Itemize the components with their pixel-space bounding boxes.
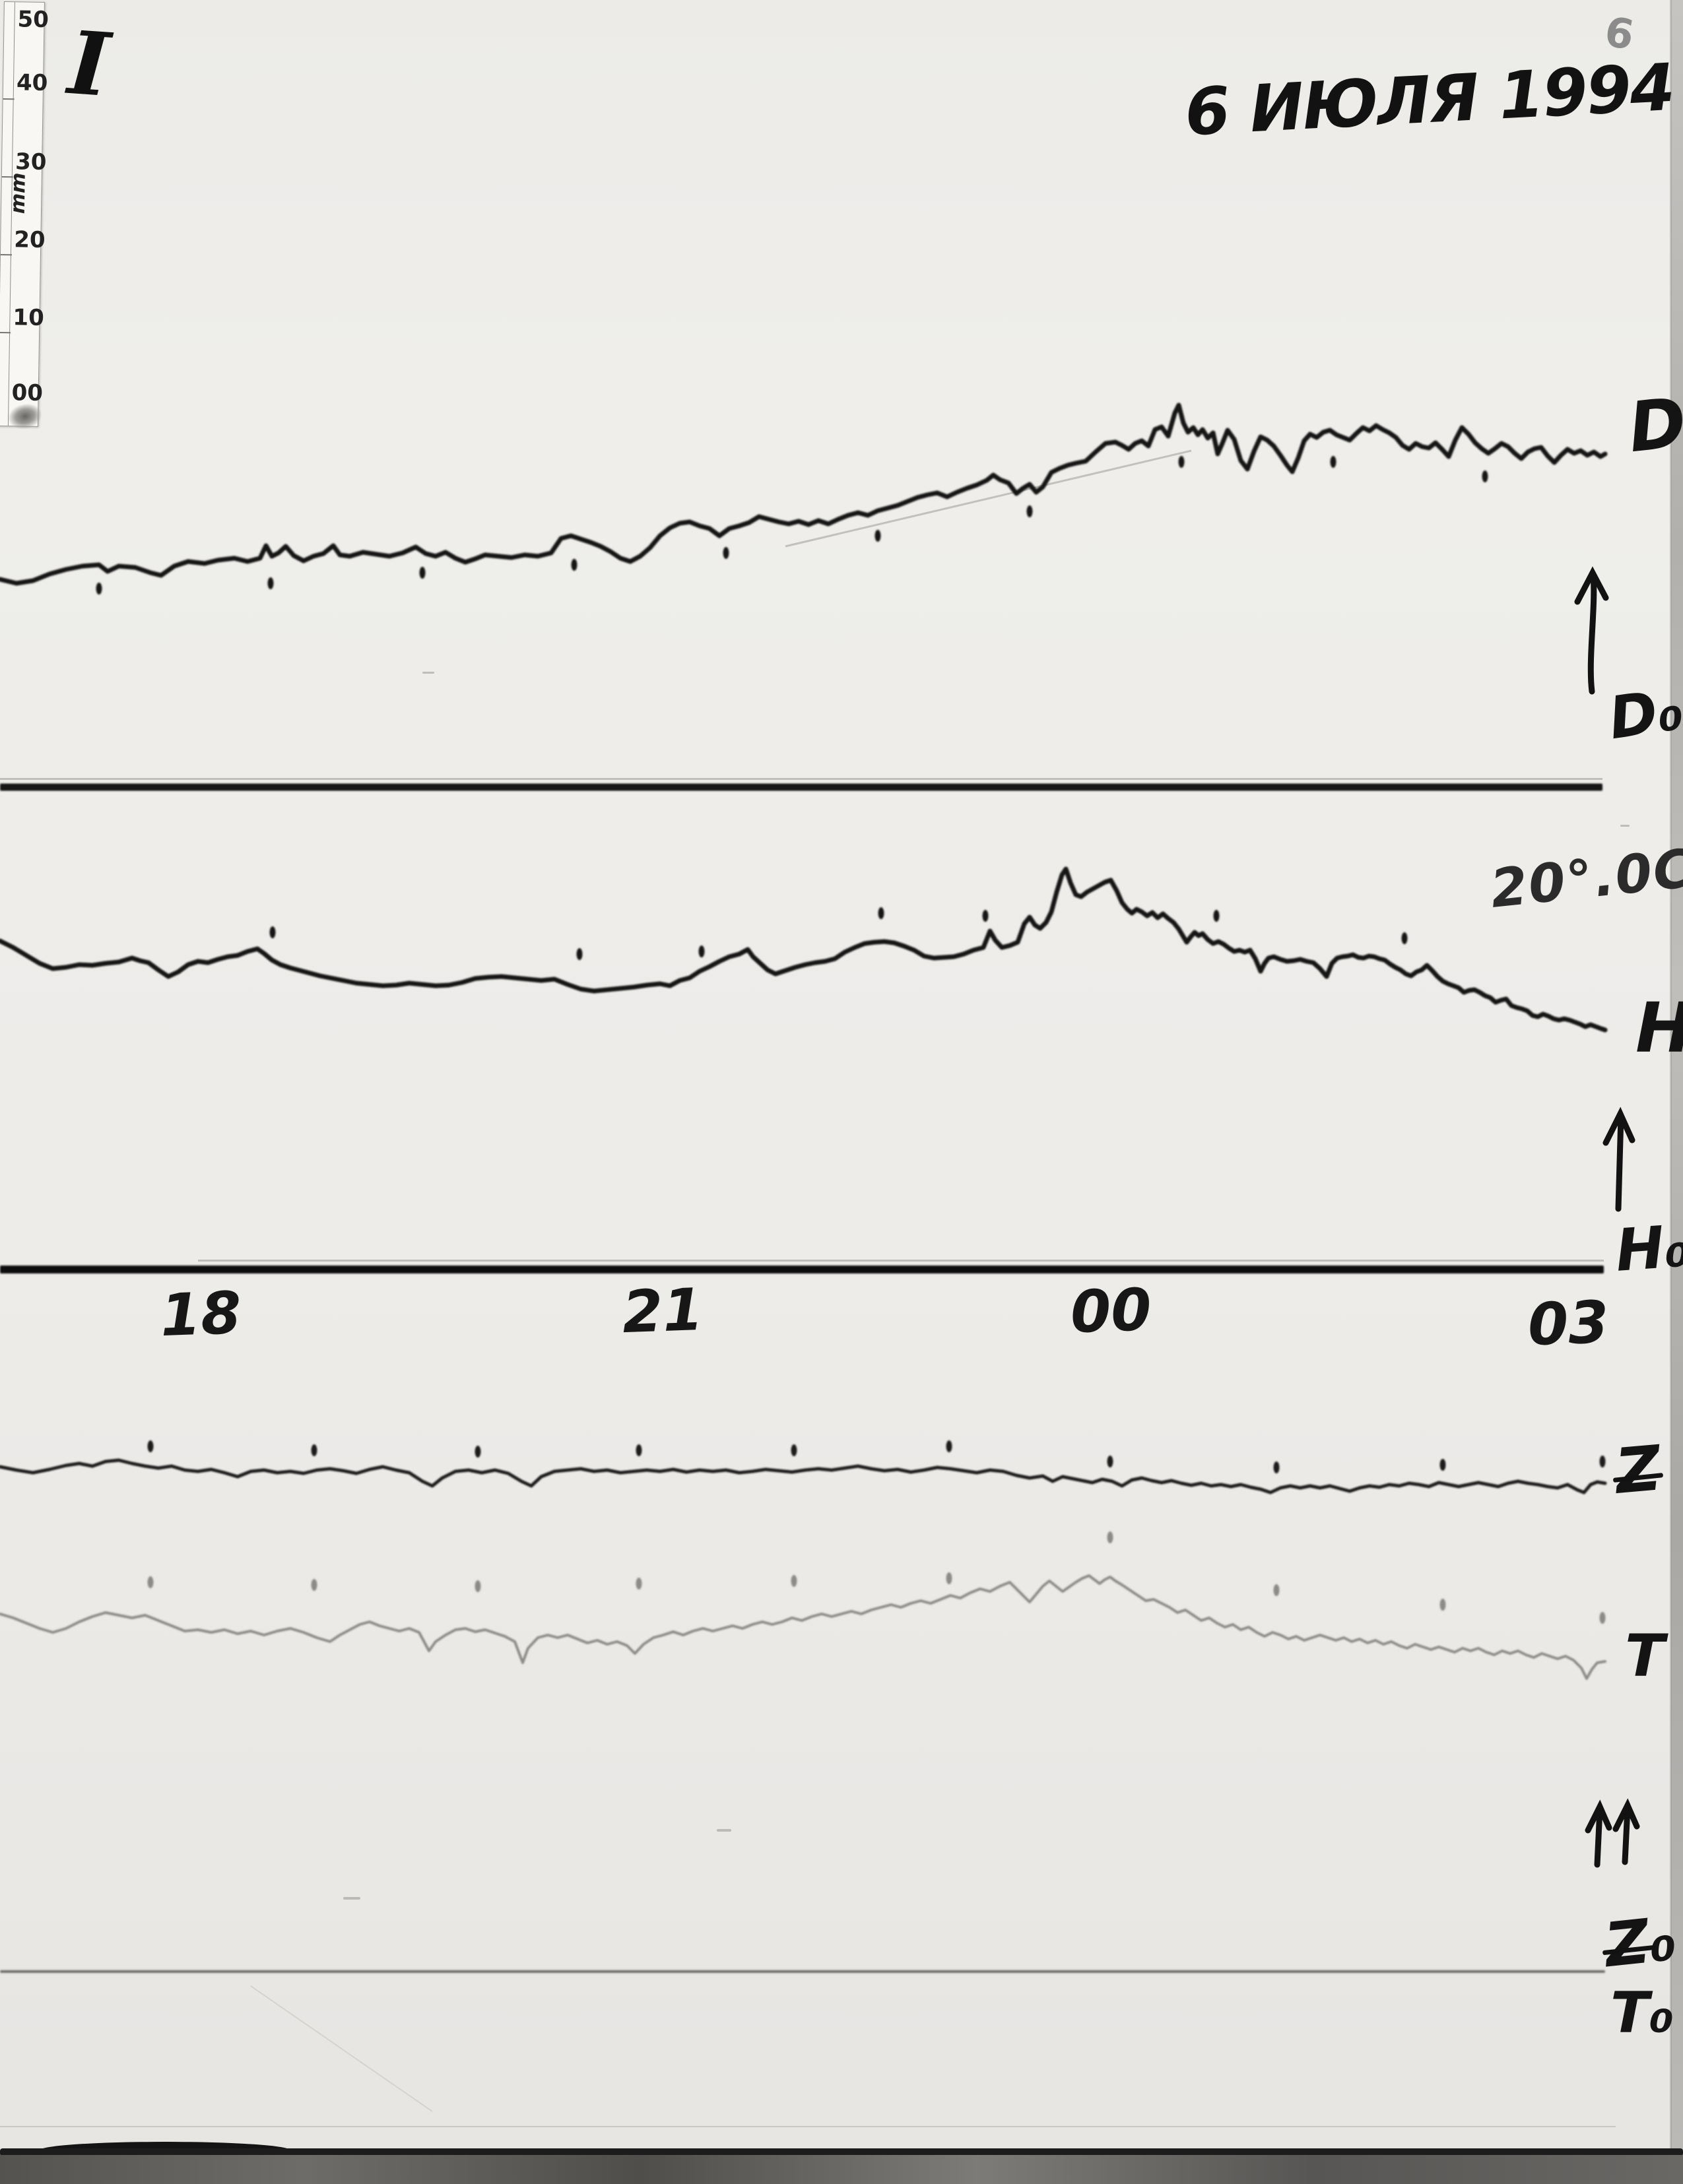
scan-bottom-band (0, 2155, 1683, 2184)
hour-mark-T (147, 1576, 154, 1588)
baseline-label-t0: T₀ (1610, 1980, 1674, 2046)
time-label-21: 21 (621, 1275, 705, 1347)
time-label-03: 03 (1527, 1287, 1610, 1359)
baseline-label-z0: Z₀ (1601, 1903, 1680, 1981)
baseline-shadow-d (0, 778, 1602, 780)
hour-mark-H (698, 946, 705, 957)
time-label-18: 18 (159, 1278, 243, 1350)
baseline-D₀ (0, 783, 1602, 791)
hour-mark-T (311, 1579, 317, 1591)
crease-artifact-2 (250, 1985, 433, 2112)
trace-H (0, 866, 1608, 1033)
hour-mark-T (1599, 1612, 1606, 1624)
hour-mark-Z (1599, 1456, 1606, 1467)
hour-mark-D (267, 577, 274, 589)
hour-mark-D (96, 583, 102, 594)
hour-mark-H (269, 926, 276, 938)
scan-right-edge-shadow (1670, 0, 1672, 2184)
hour-mark-Z (1107, 1456, 1113, 1467)
hour-mark-D (723, 547, 729, 559)
hour-mark-Z (946, 1440, 952, 1452)
scan-bottom-edge (0, 2148, 1683, 2156)
baseline-label-d0: D₀ (1604, 674, 1683, 753)
hour-mark-Z (636, 1444, 642, 1456)
hour-mark-H (1401, 932, 1408, 944)
hour-mark-Z (791, 1444, 797, 1456)
scan-right-edge (1671, 0, 1683, 2184)
trace-D (0, 402, 1608, 586)
hour-mark-D (1482, 470, 1488, 482)
hour-mark-D (419, 567, 426, 579)
hour-mark-Z (475, 1446, 481, 1458)
zt-up-arrow-right-icon (1612, 1798, 1640, 1865)
hour-mark-D (1330, 456, 1336, 468)
d-up-arrow-icon (1587, 572, 1597, 695)
trace-Z (0, 1458, 1607, 1494)
hour-mark-H (982, 910, 989, 922)
trace-label-t: T (1625, 1622, 1665, 1690)
time-label-00: 00 (1069, 1275, 1153, 1347)
trace-label-z: Z (1612, 1432, 1664, 1508)
hour-mark-H (878, 907, 884, 919)
hour-mark-D (874, 530, 881, 542)
crease-artifact (785, 449, 1192, 548)
trace-T (0, 1574, 1606, 1680)
hour-mark-T (946, 1572, 952, 1584)
hour-mark-T (475, 1580, 481, 1592)
trace-label-h: H (1635, 994, 1683, 1062)
h-up-arrow-icon (1602, 1107, 1635, 1212)
baseline-shadow-h (198, 1260, 1604, 1262)
trace-label-d: D (1624, 381, 1683, 468)
zt-up-arrow-left-icon (1585, 1799, 1612, 1868)
hour-mark-T (636, 1578, 642, 1590)
hour-mark-T (1273, 1584, 1280, 1596)
hour-mark-D (571, 559, 578, 571)
baseline-Z₀ T₀ (0, 1970, 1605, 1973)
hour-mark-Z (1439, 1459, 1446, 1471)
hour-mark-D (1178, 456, 1185, 468)
hour-mark-D (1026, 505, 1033, 517)
hour-mark-Z (1273, 1461, 1280, 1473)
hour-mark-Z (147, 1440, 154, 1452)
baseline-H₀ (0, 1266, 1604, 1273)
hour-mark-H (576, 948, 583, 960)
hour-mark-T (1439, 1599, 1446, 1611)
hour-mark-H (1213, 910, 1220, 922)
baseline-label-h0: H₀ (1613, 1211, 1683, 1285)
hour-mark-T (1107, 1531, 1113, 1543)
paper-crease-line (0, 2126, 1616, 2127)
hour-mark-T (791, 1575, 797, 1587)
hour-mark-Z (311, 1444, 317, 1456)
